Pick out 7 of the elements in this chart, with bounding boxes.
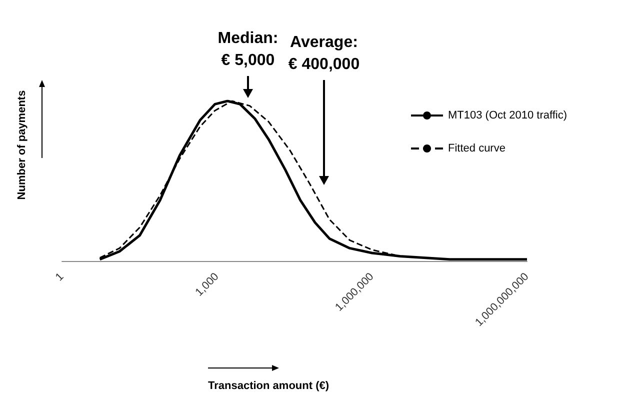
x-tick-label: 1 xyxy=(53,270,66,284)
x-axis-title: Transaction amount (€) xyxy=(208,380,330,392)
legend-label: Fitted curve xyxy=(448,142,506,154)
text: Average: € 400,000 xyxy=(288,33,360,75)
text: Median: € 5,000 xyxy=(218,29,278,71)
legend-label: MT103 (Oct 2010 traffic) xyxy=(448,110,568,122)
y-axis-title: Number of payments xyxy=(16,90,28,200)
